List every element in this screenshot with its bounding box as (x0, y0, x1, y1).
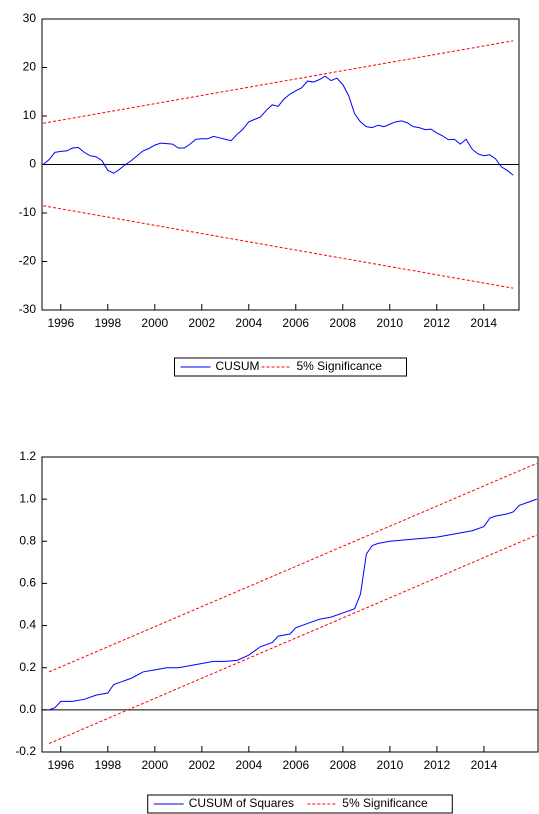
x-tick-label: 1996 (47, 316, 74, 330)
plot-frame (41, 456, 539, 753)
x-tick-label: 1998 (94, 758, 121, 772)
series-line (48, 462, 538, 673)
x-tick-label: 2006 (282, 316, 309, 330)
series-line (43, 205, 514, 289)
y-tick-label: 0.6 (19, 576, 36, 590)
x-tick-label: 2008 (330, 758, 357, 772)
y-tick-label: 0.0 (19, 702, 36, 716)
x-tick-label: 2014 (471, 758, 498, 772)
y-tick-label: 0.4 (19, 618, 36, 632)
series-line (48, 534, 538, 745)
series-line (43, 40, 514, 124)
x-tick-label: 2012 (423, 316, 450, 330)
y-tick-label: 0 (29, 157, 36, 171)
x-tick-label: 2002 (188, 316, 215, 330)
legend-label: 5% Significance (297, 359, 383, 373)
x-tick-label: 2000 (141, 316, 168, 330)
x-tick-label: 2008 (329, 316, 356, 330)
x-tick-label: 2004 (236, 758, 263, 772)
legend-label: 5% Significance (342, 796, 428, 810)
y-tick-label: 1.0 (19, 491, 36, 505)
x-tick-label: 2002 (188, 758, 215, 772)
x-tick-label: 1996 (47, 758, 74, 772)
legend-box (174, 357, 407, 377)
y-tick-label: -0.2 (15, 744, 36, 758)
x-tick-label: 2000 (141, 758, 168, 772)
legend-box (147, 794, 453, 814)
series-line (48, 498, 537, 711)
legend-label: CUSUM (216, 359, 260, 373)
y-tick-label: 1.2 (19, 449, 36, 463)
series-line (42, 75, 514, 176)
x-tick-label: 2010 (376, 316, 403, 330)
x-tick-label: 2012 (424, 758, 451, 772)
x-tick-label: 2004 (235, 316, 262, 330)
x-tick-label: 2006 (283, 758, 310, 772)
legend-label: CUSUM of Squares (189, 796, 294, 810)
y-tick-label: 0.2 (19, 660, 36, 674)
x-tick-label: 1998 (94, 316, 121, 330)
y-tick-label: -30 (19, 302, 37, 316)
y-tick-label: -10 (19, 205, 37, 219)
y-tick-label: 30 (23, 11, 37, 25)
y-tick-label: 0.8 (19, 533, 36, 547)
x-tick-label: 2014 (470, 316, 497, 330)
y-tick-label: 10 (23, 108, 37, 122)
y-tick-label: 20 (23, 60, 37, 74)
y-tick-label: -20 (19, 254, 37, 268)
x-tick-label: 2010 (377, 758, 404, 772)
